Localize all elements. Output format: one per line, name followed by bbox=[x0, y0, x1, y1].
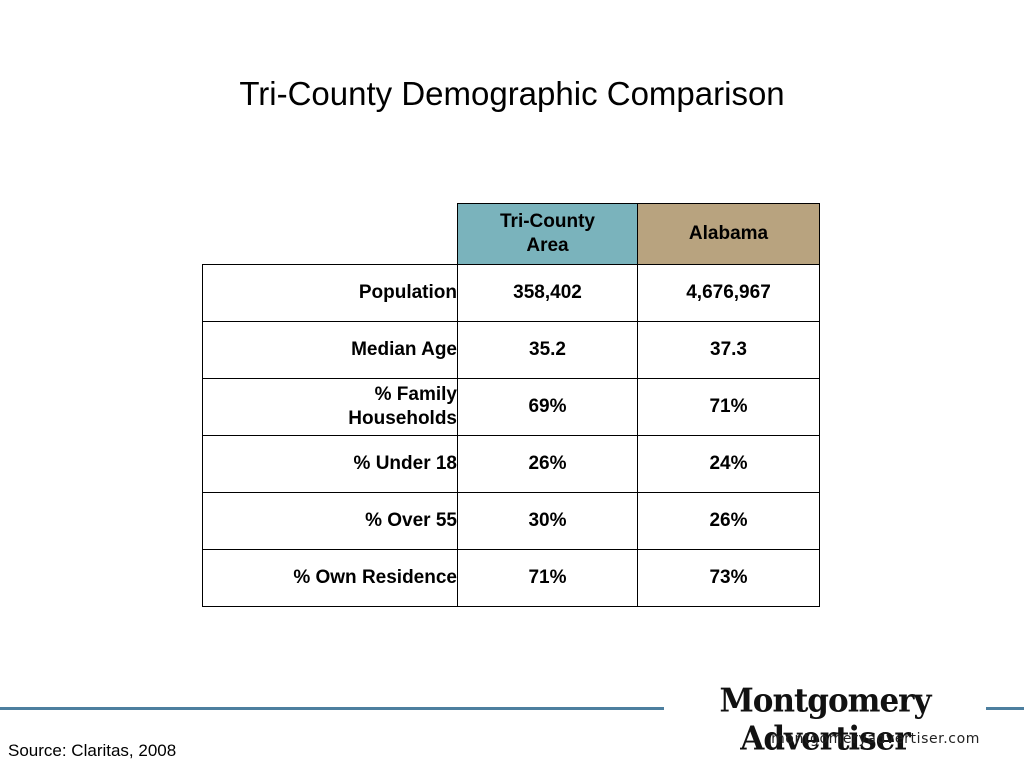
cell-tri-county-population: 358,402 bbox=[457, 264, 638, 322]
column-header-alabama: Alabama bbox=[637, 203, 820, 265]
cell-tri-county-median-age: 35.2 bbox=[457, 321, 638, 379]
column-header-tri-county-line2: Area bbox=[526, 235, 569, 256]
column-header-tri-county: Tri-County Area bbox=[457, 203, 638, 265]
row-label-over-55: % Over 55 bbox=[202, 492, 458, 550]
cell-tri-county-over-55: 30% bbox=[457, 492, 638, 550]
footer-rule-right bbox=[986, 707, 1024, 710]
row-label-own-residence: % Own Residence bbox=[202, 549, 458, 607]
row-label-population: Population bbox=[202, 264, 458, 322]
cell-tri-county-under-18: 26% bbox=[457, 435, 638, 493]
row-label-family-households-line2: Households bbox=[348, 408, 457, 429]
montgomery-advertiser-logo: Montgomery Advertiser bbox=[719, 682, 931, 758]
row-label-family-households-line1: % Family bbox=[374, 384, 457, 406]
slide-title: Tri-County Demographic Comparison bbox=[239, 75, 785, 112]
footer-rule-left bbox=[0, 707, 664, 710]
cell-alabama-family-households: 71% bbox=[637, 378, 820, 436]
row-label-median-age: Median Age bbox=[202, 321, 458, 379]
cell-alabama-own-residence: 73% bbox=[637, 549, 820, 607]
logo-url-text: montgomeryadvertiser.com bbox=[771, 731, 980, 747]
table-row: Median Age 35.2 37.3 bbox=[202, 321, 820, 379]
comparison-table: Tri-County Area Alabama Population 358,4… bbox=[202, 203, 820, 607]
cell-tri-county-family-households: 69% bbox=[457, 378, 638, 436]
cell-alabama-over-55: 26% bbox=[637, 492, 820, 550]
table-row: % Over 55 30% 26% bbox=[202, 492, 820, 550]
cell-alabama-median-age: 37.3 bbox=[637, 321, 820, 379]
cell-tri-county-own-residence: 71% bbox=[457, 549, 638, 607]
table-row: Population 358,402 4,676,967 bbox=[202, 264, 820, 322]
table-row: % Own Residence 71% 73% bbox=[202, 549, 820, 607]
table-header-row: Tri-County Area Alabama bbox=[202, 203, 820, 265]
table-corner-cell bbox=[202, 203, 458, 265]
column-header-tri-county-line1: Tri-County bbox=[500, 211, 595, 233]
row-label-under-18: % Under 18 bbox=[202, 435, 458, 493]
cell-alabama-population: 4,676,967 bbox=[637, 264, 820, 322]
source-note: Source: Claritas, 2008 bbox=[8, 741, 177, 760]
table-row: % Under 18 26% 24% bbox=[202, 435, 820, 493]
table-row: % Family Households 69% 71% bbox=[202, 378, 820, 436]
cell-alabama-under-18: 24% bbox=[637, 435, 820, 493]
row-label-family-households: % Family Households bbox=[202, 378, 458, 436]
